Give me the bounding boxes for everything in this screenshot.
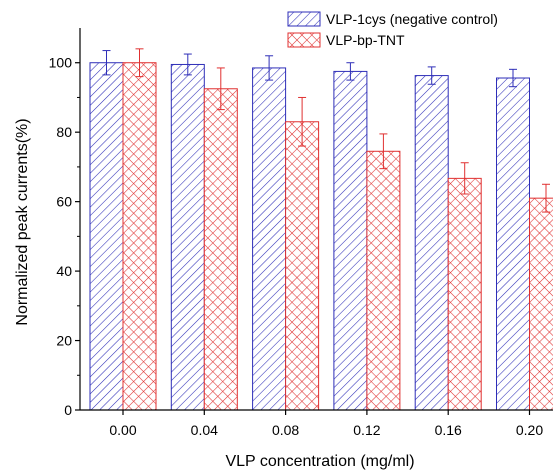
y-tick-label-80: 80	[56, 124, 72, 140]
bar-vlp-1cys-0.20	[496, 77, 530, 411]
bar-vlp-bp-tnt-0.04	[203, 88, 238, 411]
x-tick-label-0.04: 0.04	[191, 422, 218, 438]
y-tick-label-100: 100	[49, 55, 73, 71]
error-bar-vlp-1cys-0.08	[265, 55, 274, 81]
error-bar-vlp-1cys-0.16	[427, 66, 436, 85]
x-ticks-layer: 0.00 0.04 0.08 0.12 0.16 0.20	[109, 410, 543, 438]
y-tick-label-40: 40	[56, 263, 72, 279]
y-tick-label-20: 20	[56, 333, 72, 349]
legend-label-vlp-1cys: VLP-1cys (negative control)	[326, 11, 498, 27]
error-bar-vlp-1cys-0.20	[509, 68, 517, 88]
x-tick-label-0.08: 0.08	[272, 422, 299, 438]
x-tick-label-0.00: 0.00	[109, 422, 136, 438]
bar-vlp-1cys-0.16	[414, 75, 449, 411]
bar-vlp-bp-tnt-0.20	[529, 197, 553, 411]
bar-vlp-bp-tnt-0.12	[366, 150, 401, 411]
error-bar-vlp-bp-tnt-0.16	[460, 162, 469, 195]
error-bar-vlp-bp-tnt-0.08	[298, 96, 307, 147]
error-bar-vlp-1cys-0.04	[183, 53, 192, 76]
error-bar-vlp-1cys-0.12	[346, 62, 355, 81]
bars-layer	[89, 62, 553, 411]
legend-swatch-vlp-bp-tnt	[287, 32, 321, 48]
axes-layer	[79, 28, 553, 411]
bar-vlp-bp-tnt-0.16	[447, 177, 482, 411]
error-bars-layer	[102, 48, 550, 213]
bar-vlp-1cys-0.08	[252, 67, 287, 411]
x-tick-label-0.20: 0.20	[516, 422, 543, 438]
x-tick-label-0.12: 0.12	[353, 422, 380, 438]
legend: VLP-1cys (negative control) VLP-bp-TNT	[287, 11, 498, 48]
error-bar-vlp-1cys-0.00	[102, 50, 111, 76]
error-bar-vlp-bp-tnt-0.04	[216, 67, 225, 111]
error-bar-vlp-bp-tnt-0.00	[135, 48, 144, 78]
y-ticks-layer: 0 20 40 60 80 100	[49, 55, 80, 418]
y-axis-title: Normalized peak currents(%)	[14, 118, 31, 325]
y-tick-label-0: 0	[64, 402, 72, 418]
legend-swatch-vlp-1cys	[287, 11, 321, 27]
legend-label-vlp-bp-tnt: VLP-bp-TNT	[326, 32, 405, 48]
error-bar-vlp-bp-tnt-0.20	[542, 183, 550, 213]
bar-vlp-bp-tnt-0.00	[122, 62, 157, 411]
bar-vlp-bp-tnt-0.08	[285, 121, 320, 411]
bar-vlp-1cys-0.12	[333, 70, 368, 411]
x-tick-label-0.16: 0.16	[435, 422, 462, 438]
bar-vlp-1cys-0.04	[170, 63, 205, 411]
y-tick-label-60: 60	[56, 194, 72, 210]
bar-vlp-1cys-0.00	[89, 62, 124, 411]
error-bar-vlp-bp-tnt-0.12	[379, 133, 388, 170]
x-axis-title: VLP concentration (mg/ml)	[225, 453, 414, 470]
